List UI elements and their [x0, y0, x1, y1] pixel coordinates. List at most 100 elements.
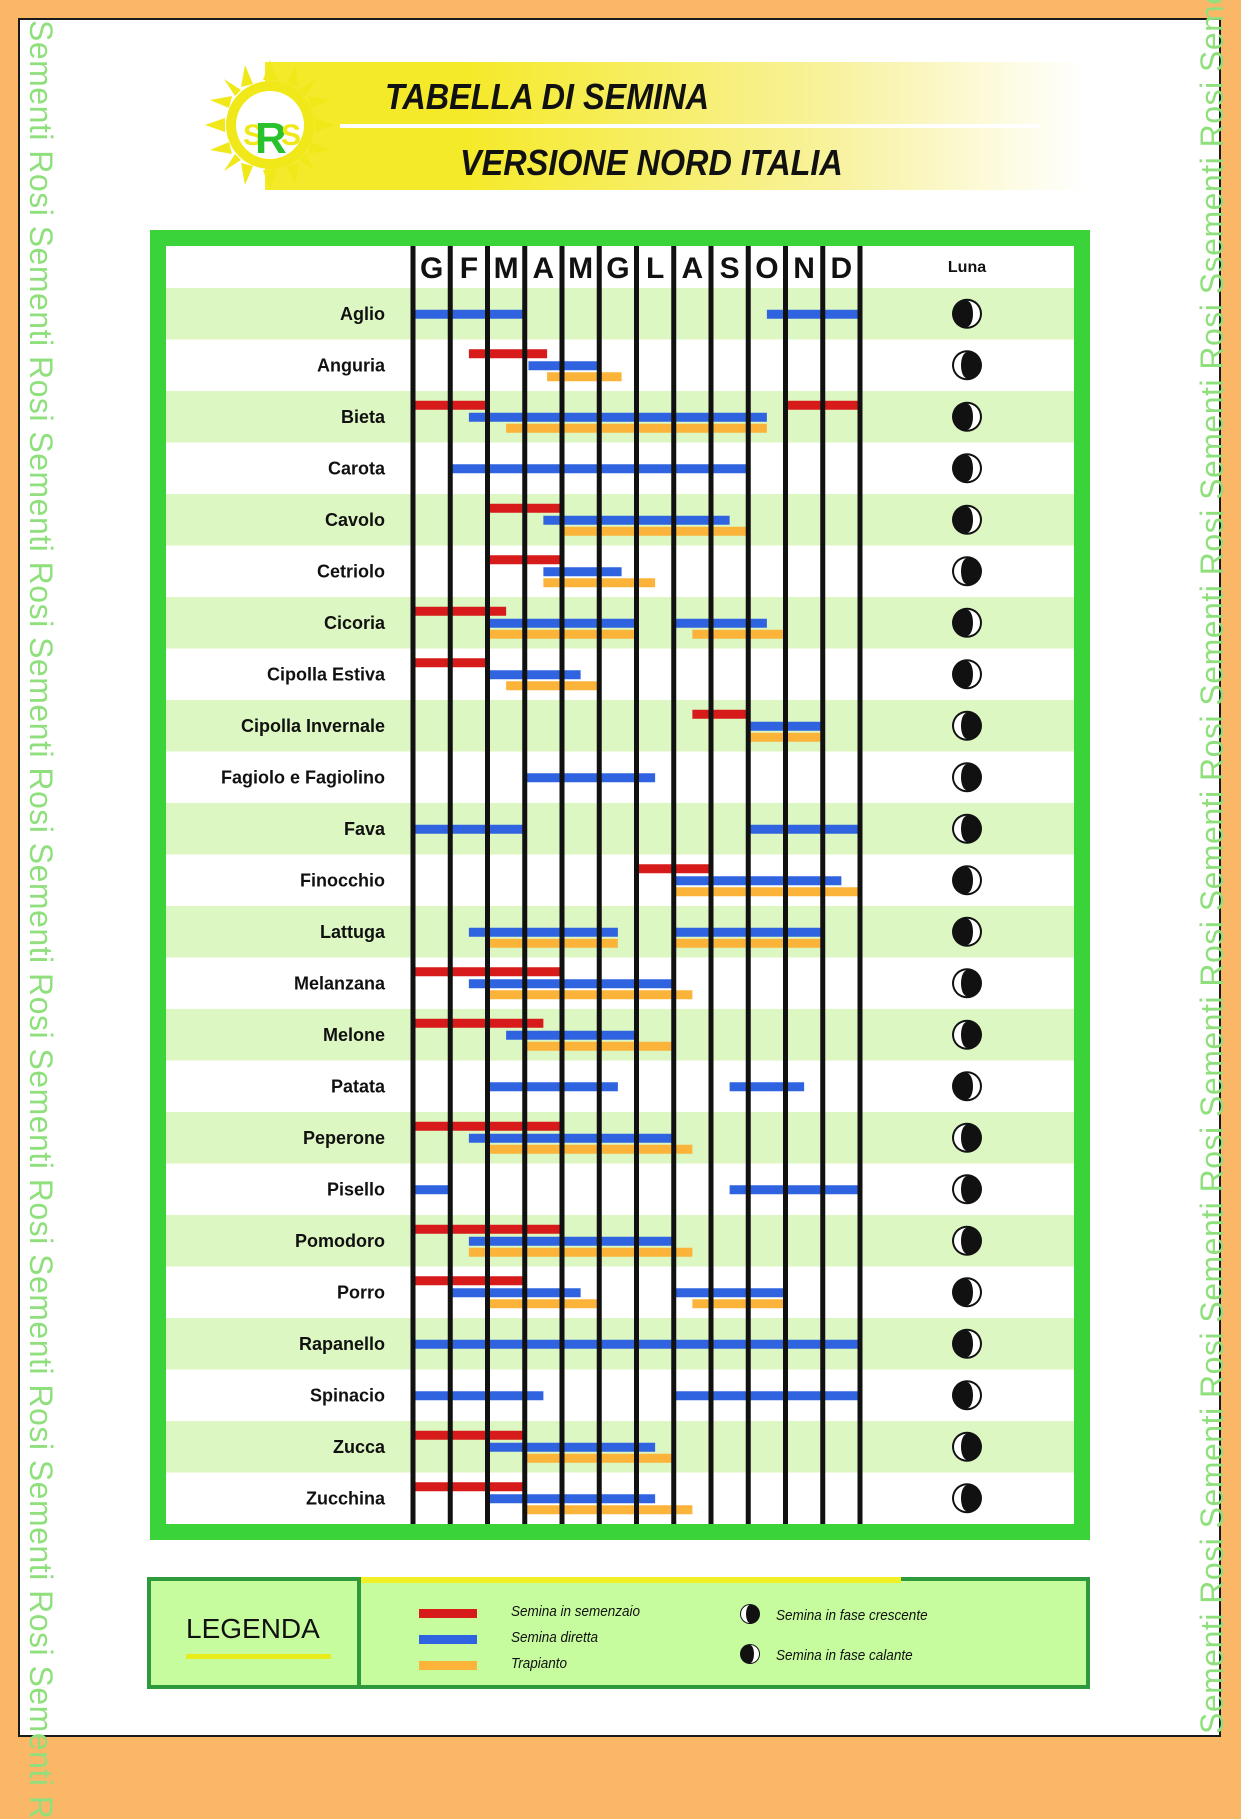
row-label: Fagiolo e Fagiolino: [221, 767, 385, 787]
row-label: Rapanello: [299, 1334, 385, 1354]
bar-diretta: [468, 927, 618, 937]
month-header: D: [831, 252, 853, 285]
bar-diretta: [506, 1030, 637, 1040]
row-label: Fava: [344, 819, 386, 839]
legend-label-diretta: Semina diretta: [511, 1629, 599, 1646]
month-header: F: [460, 252, 478, 285]
row-label: Lattuga: [320, 922, 386, 942]
moon-calante-icon: [952, 504, 982, 535]
bar-trapianto: [562, 526, 749, 536]
header-divider: [340, 124, 1040, 128]
month-gridline: [745, 246, 751, 1524]
row-stripe: [166, 906, 1074, 958]
month-gridline: [671, 246, 677, 1524]
bar-diretta: [729, 1185, 860, 1195]
row-label: Pisello: [327, 1179, 385, 1199]
bar-diretta: [524, 773, 656, 783]
bar-diretta: [729, 1082, 805, 1092]
bar-semenzaio: [692, 709, 749, 719]
legend-underline: [186, 1654, 331, 1659]
month-header: M: [568, 252, 593, 285]
moon-crescente-icon: [952, 350, 982, 381]
bar-semenzaio: [413, 1482, 525, 1492]
legend-swatch-trapianto: [419, 1661, 477, 1670]
month-gridline: [410, 246, 416, 1524]
bar-diretta: [748, 824, 860, 834]
bar-trapianto: [692, 1299, 786, 1309]
bar-diretta: [413, 309, 525, 319]
month-header: G: [606, 252, 629, 285]
moon-crescente-icon: [952, 762, 982, 793]
bar-trapianto: [547, 372, 622, 382]
bar-diretta: [543, 567, 622, 577]
legend-label-semenzaio: Semina in semenzaio: [511, 1603, 641, 1620]
bar-diretta: [673, 618, 767, 628]
side-watermark-right: Sementi Rosi Sementi Rosi Sementi Rosi S…: [1194, 0, 1230, 1734]
month-header: O: [755, 252, 778, 285]
side-watermark-left: Sementi Rosi Sementi Rosi Sementi Rosi S…: [23, 20, 59, 1819]
moon-crescente-icon: [952, 968, 982, 999]
svg-text:S: S: [243, 119, 263, 152]
legend-accent: [361, 1577, 901, 1583]
chart-background: [166, 246, 1074, 1524]
row-label: Melanzana: [294, 973, 386, 993]
moon-crescente-icon: [740, 1604, 760, 1624]
row-label: Finocchio: [300, 870, 385, 890]
moon-calante-icon: [952, 453, 982, 484]
bar-trapianto: [487, 1144, 693, 1154]
bar-trapianto: [692, 629, 786, 639]
svg-text:S: S: [281, 119, 301, 152]
moon-calante-icon: [952, 1277, 982, 1308]
row-label: Cicoria: [324, 613, 386, 633]
moon-calante-icon: [952, 1328, 982, 1359]
row-stripe: [166, 700, 1074, 752]
moon-crescente-icon: [952, 1431, 982, 1462]
moon-crescente-icon: [952, 1019, 982, 1050]
bar-trapianto: [673, 887, 860, 897]
bar-diretta: [468, 979, 674, 989]
sowing-chart-svg: G F M A M G L A S O N D LunaAglioAnguriaBietaCarotaC…: [150, 230, 1090, 1540]
row-label: Pomodoro: [295, 1231, 385, 1251]
legend-label-crescente: Semina in fase crescente: [776, 1607, 928, 1624]
month-gridline: [820, 246, 826, 1524]
bar-diretta: [673, 1288, 786, 1298]
bar-diretta: [468, 1236, 674, 1246]
month-gridline: [447, 246, 453, 1524]
month-gridline: [596, 246, 602, 1524]
legend-title: LEGENDA: [186, 1613, 320, 1644]
month-gridline: [559, 246, 565, 1524]
row-label: Cipolla Estiva: [267, 664, 386, 684]
row-label: Zucchina: [306, 1488, 386, 1508]
page-title: TABELLA DI SEMINA: [385, 76, 709, 117]
row-label: Bieta: [341, 407, 386, 427]
month-gridline: [708, 246, 714, 1524]
month-header: G: [420, 252, 443, 285]
svg-text:R: R: [255, 114, 287, 163]
row-label: Cavolo: [325, 510, 385, 530]
legend-label-calante: Semina in fase calante: [776, 1647, 913, 1664]
moon-calante-icon: [952, 916, 982, 947]
moon-calante-icon: [952, 1380, 982, 1411]
month-header: A: [682, 252, 704, 285]
moon-crescente-icon: [952, 1122, 982, 1153]
bar-diretta: [673, 876, 842, 886]
legend-swatch-diretta: [419, 1635, 477, 1644]
moon-calante-icon: [952, 1071, 982, 1102]
bar-diretta: [413, 1391, 544, 1401]
bar-diretta: [413, 824, 525, 834]
moon-calante-icon: [952, 865, 982, 896]
row-label: Melone: [323, 1025, 385, 1045]
moon-calante-icon: [952, 659, 982, 690]
bar-diretta: [468, 412, 767, 422]
row-label: Carota: [328, 458, 386, 478]
moon-crescente-icon: [952, 710, 982, 741]
bar-semenzaio: [413, 1018, 544, 1028]
moon-column-header: Luna: [948, 259, 986, 276]
month-header: L: [646, 252, 664, 285]
row-label: Porro: [337, 1282, 385, 1302]
row-label: Cipolla Invernale: [241, 716, 385, 736]
sun-logo-icon: S R S: [205, 60, 335, 190]
moon-crescente-icon: [952, 556, 982, 587]
bar-trapianto: [468, 1247, 693, 1257]
month-header: S: [720, 252, 740, 285]
